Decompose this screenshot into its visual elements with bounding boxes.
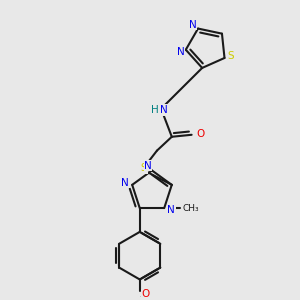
Text: N: N	[144, 160, 152, 170]
Text: H: H	[151, 105, 159, 115]
Text: S: S	[227, 51, 234, 61]
Text: S: S	[141, 164, 147, 173]
Text: O: O	[196, 129, 205, 139]
Text: N: N	[167, 205, 175, 215]
Text: N: N	[122, 178, 129, 188]
Text: CH₃: CH₃	[183, 204, 199, 213]
Text: N: N	[177, 47, 185, 57]
Text: N: N	[160, 105, 168, 115]
Text: O: O	[142, 289, 150, 299]
Text: N: N	[189, 20, 197, 30]
